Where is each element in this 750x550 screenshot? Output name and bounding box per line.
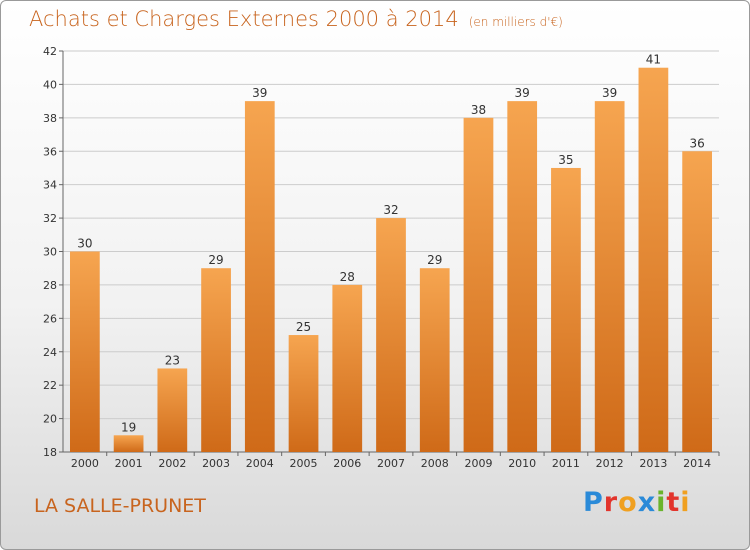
y-tick-label: 38 [43,112,57,125]
x-tick-label: 2001 [115,457,143,470]
y-tick-label: 32 [43,212,57,225]
x-tick-label: 2010 [508,457,536,470]
x-tick-label: 2007 [377,457,405,470]
x-tick-label: 2004 [246,457,274,470]
bar [69,251,100,452]
y-tick-label: 30 [43,246,57,259]
data-label: 36 [689,136,704,150]
y-tick-label: 20 [43,413,57,426]
y-tick-label: 34 [43,179,57,192]
data-label: 29 [427,253,442,267]
x-tick-label: 2008 [421,457,449,470]
y-tick-label: 42 [43,45,57,58]
data-label: 39 [252,86,267,100]
y-tick-label: 40 [43,78,57,91]
x-tick-label: 2014 [683,457,711,470]
y-tick-label: 22 [43,379,57,392]
chart-subtitle: (en milliers d'€) [468,15,563,29]
data-label: 35 [558,153,573,167]
x-tick-label: 2012 [596,457,624,470]
x-tick-label: 2006 [333,457,361,470]
chart-title-text: Achats et Charges Externes 2000 à 2014 [29,7,459,31]
logo-letter: o [618,487,638,518]
bar [201,268,231,452]
logo-letter: r [603,487,619,518]
bar [594,101,625,452]
bar [682,151,713,452]
logo-letter: t [666,487,681,518]
bar [288,335,319,452]
x-tick-label: 2009 [464,457,492,470]
bar [113,435,144,452]
logo-letter: x [637,487,657,518]
x-tick-label: 2003 [202,457,230,470]
logo-letter: P [583,487,604,518]
data-label: 30 [77,237,92,251]
data-label: 38 [471,103,486,117]
y-tick-label: 18 [43,446,57,459]
data-label: 32 [383,203,398,217]
bar [157,368,188,452]
place-name: LA SALLE-PRUNET [34,495,206,517]
chart-title: Achats et Charges Externes 2000 à 2014 (e… [29,7,563,31]
y-tick-label: 26 [43,312,57,325]
bar [551,167,581,453]
data-label: 28 [340,270,355,284]
logo-letter: i [656,487,667,518]
x-tick-label: 2000 [71,457,99,470]
bar [463,117,494,452]
logo-letter: i [680,487,691,518]
data-label: 23 [165,353,180,367]
x-tick-label: 2005 [290,457,318,470]
bar [507,101,538,452]
bar [376,218,406,452]
data-label: 41 [646,53,661,67]
axes: 18 20 22 24 26 28 30 32 34 36 38 40 42 2000 2001 2002 20… [43,45,720,470]
data-label: 39 [602,86,617,100]
data-label: 19 [121,420,136,434]
bar [332,284,363,452]
bar [244,101,275,452]
bar [638,67,669,452]
data-labels: 30 19 23 29 39 25 28 32 29 38 39 35 39 41 36 [77,53,705,435]
bar [419,268,450,452]
x-tick-label: 2002 [158,457,186,470]
x-tick-label: 2011 [552,457,580,470]
data-label: 39 [515,86,530,100]
x-tick-label: 2013 [639,457,667,470]
y-tick-label: 36 [43,145,57,158]
bars [69,67,713,453]
y-tick-label: 24 [43,346,57,359]
data-label: 25 [296,320,311,334]
y-tick-label: 28 [43,279,57,292]
proxiti-logo: Proxiti [583,487,691,518]
data-label: 29 [208,253,223,267]
